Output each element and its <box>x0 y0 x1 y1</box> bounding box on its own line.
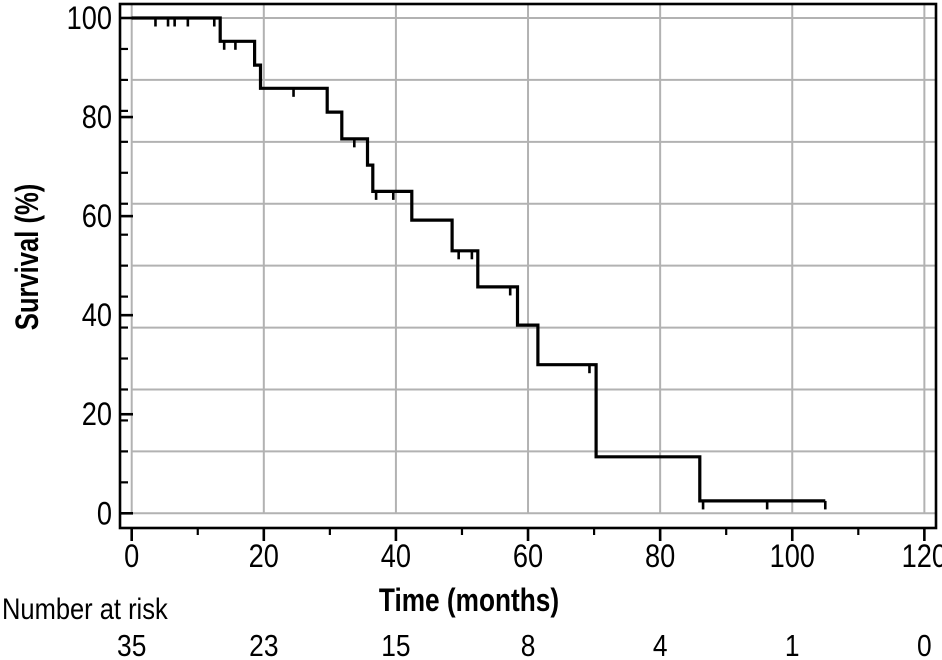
x-tick-label: 40 <box>381 539 411 575</box>
survival-curve <box>131 16 826 503</box>
x-tick-label: 20 <box>249 539 279 575</box>
gridlines <box>130 4 936 515</box>
x-tick-label: 80 <box>645 539 675 575</box>
y-tick-label: 60 <box>82 199 112 235</box>
km-step-curve <box>131 16 826 503</box>
number-at-risk-label: Number at risk <box>2 592 168 625</box>
y-tick-label: 40 <box>82 298 112 334</box>
x-tick-label: 0 <box>124 539 139 575</box>
x-axis-title: Time (months) <box>379 584 559 619</box>
y-tick-label: 80 <box>82 100 112 136</box>
risk-count: 4 <box>653 629 668 660</box>
x-tick-label: 120 <box>902 539 942 575</box>
y-axis-title: Survival (%) <box>10 184 45 331</box>
risk-count: 1 <box>785 629 800 660</box>
censor-marks <box>154 18 827 510</box>
risk-count: 23 <box>249 629 278 660</box>
risk-count: 8 <box>521 629 536 660</box>
y-tick-label: 100 <box>67 1 112 37</box>
x-tick-label: 60 <box>513 539 543 575</box>
x-tick-label: 100 <box>770 539 815 575</box>
y-tick-label: 0 <box>97 496 112 532</box>
y-tick-label: 20 <box>82 397 112 433</box>
risk-count: 35 <box>117 629 146 660</box>
tick-labels: 0 20 40 60 80 100 0 20 40 60 80 100 120 <box>67 1 942 575</box>
risk-count: 15 <box>381 629 410 660</box>
axis-ticks <box>120 16 926 541</box>
risk-values: 35 23 15 8 4 1 0 <box>117 629 932 660</box>
risk-count: 0 <box>917 629 932 660</box>
